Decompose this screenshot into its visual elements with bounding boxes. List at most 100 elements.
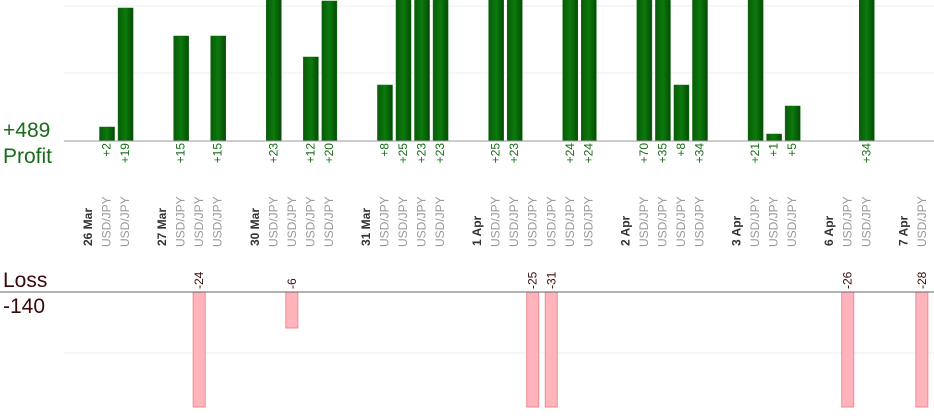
date-label: 30 Mar — [248, 208, 262, 246]
date-label: 6 Apr — [822, 215, 836, 246]
value-label: +15 — [174, 143, 188, 164]
profit-bar — [488, 0, 504, 142]
symbol-label: USD/JPY — [322, 196, 336, 247]
value-label: +8 — [377, 143, 391, 157]
profit-bar — [414, 0, 430, 142]
value-label: +34 — [692, 143, 706, 164]
loss-bar — [526, 291, 540, 408]
profit-bar — [506, 0, 523, 142]
symbol-label: USD/JPY — [433, 196, 447, 247]
value-label: +21 — [748, 143, 762, 164]
value-label: +35 — [655, 143, 669, 164]
profit-bar — [747, 0, 764, 142]
symbol-label: USD/JPY — [915, 196, 929, 247]
profit-bar — [266, 0, 282, 142]
symbol-label: USD/JPY — [748, 196, 762, 247]
symbol-label: USD/JPY — [785, 196, 799, 247]
profit-bar — [321, 0, 338, 142]
date-label: 3 Apr — [730, 215, 744, 246]
profit-bar — [99, 126, 115, 142]
loss-bar — [915, 291, 929, 408]
profit-bar — [395, 0, 412, 142]
loss-label: Loss — [3, 269, 47, 292]
symbol-label: USD/JPY — [174, 196, 188, 247]
profit-bar — [562, 0, 579, 142]
loss-bar — [285, 291, 299, 329]
symbol-label: USD/JPY — [655, 196, 669, 247]
value-label: +8 — [674, 143, 688, 157]
symbol-label: USD/JPY — [841, 196, 855, 247]
profit-bar — [692, 0, 708, 142]
date-label: 1 Apr — [470, 215, 484, 246]
profit-bar — [636, 0, 653, 142]
value-label: -25 — [526, 271, 540, 289]
date-label: 2 Apr — [618, 215, 632, 246]
profit-bar — [784, 105, 801, 142]
profit-bar — [766, 133, 782, 142]
value-label: +19 — [118, 143, 132, 164]
value-label: -24 — [192, 271, 206, 289]
profit-bar — [432, 0, 449, 142]
symbol-label: USD/JPY — [544, 196, 558, 247]
value-label: +23 — [266, 143, 280, 164]
date-label: 7 Apr — [896, 215, 910, 246]
symbol-label: USD/JPY — [415, 196, 429, 247]
symbol-label: USD/JPY — [692, 196, 706, 247]
value-label: +24 — [563, 143, 577, 164]
symbol-label: USD/JPY — [396, 196, 410, 247]
value-label: +23 — [415, 143, 429, 164]
profit-bar — [655, 0, 671, 142]
symbol-label: USD/JPY — [581, 196, 595, 247]
value-label: +12 — [303, 143, 317, 164]
profit-bar — [173, 35, 189, 142]
loss-bar — [544, 291, 558, 408]
profit-bar — [581, 0, 597, 142]
symbol-label: USD/JPY — [377, 196, 391, 247]
symbol-label: USD/JPY — [100, 196, 114, 247]
value-label: -26 — [841, 271, 855, 289]
value-label: +25 — [489, 143, 503, 164]
date-label: 26 Mar — [81, 208, 95, 246]
value-label: +20 — [322, 143, 336, 164]
symbol-label: USD/JPY — [285, 196, 299, 247]
value-label: +24 — [581, 143, 595, 164]
symbol-label: USD/JPY — [767, 196, 781, 247]
value-label: -6 — [285, 278, 299, 289]
symbol-label: USD/JPY — [211, 196, 225, 247]
loss-total: -140 — [3, 295, 45, 318]
value-label: +15 — [211, 143, 225, 164]
profit-bar — [377, 84, 393, 142]
profit-bar — [117, 7, 134, 142]
value-label: +25 — [396, 143, 410, 164]
symbol-label: USD/JPY — [674, 196, 688, 247]
symbol-label: USD/JPY — [563, 196, 577, 247]
value-label: +2 — [100, 143, 114, 157]
value-label: +1 — [767, 143, 781, 157]
value-label: +34 — [859, 143, 873, 164]
symbol-label: USD/JPY — [266, 196, 280, 247]
profit-label: Profit — [3, 145, 52, 168]
symbol-label: USD/JPY — [303, 196, 317, 247]
symbol-label: USD/JPY — [637, 196, 651, 247]
profit-bar — [303, 56, 319, 142]
value-label: -31 — [544, 271, 558, 289]
date-label: 31 Mar — [359, 208, 373, 246]
symbol-label: USD/JPY — [192, 196, 206, 247]
profit-bar — [673, 84, 690, 142]
value-label: +5 — [785, 143, 799, 157]
value-label: +70 — [637, 143, 651, 164]
profit-total: +489 — [3, 119, 50, 142]
symbol-label: USD/JPY — [507, 196, 521, 247]
symbol-label: USD/JPY — [859, 196, 873, 247]
profit-bar — [859, 0, 875, 142]
symbol-label: USD/JPY — [526, 196, 540, 247]
profit-bar — [210, 35, 226, 142]
symbol-label: USD/JPY — [489, 196, 503, 247]
loss-bar — [192, 291, 206, 408]
value-label: +23 — [507, 143, 521, 164]
symbol-label: USD/JPY — [118, 196, 132, 247]
value-label: -28 — [915, 271, 929, 289]
value-label: +23 — [433, 143, 447, 164]
date-label: 27 Mar — [155, 208, 169, 246]
